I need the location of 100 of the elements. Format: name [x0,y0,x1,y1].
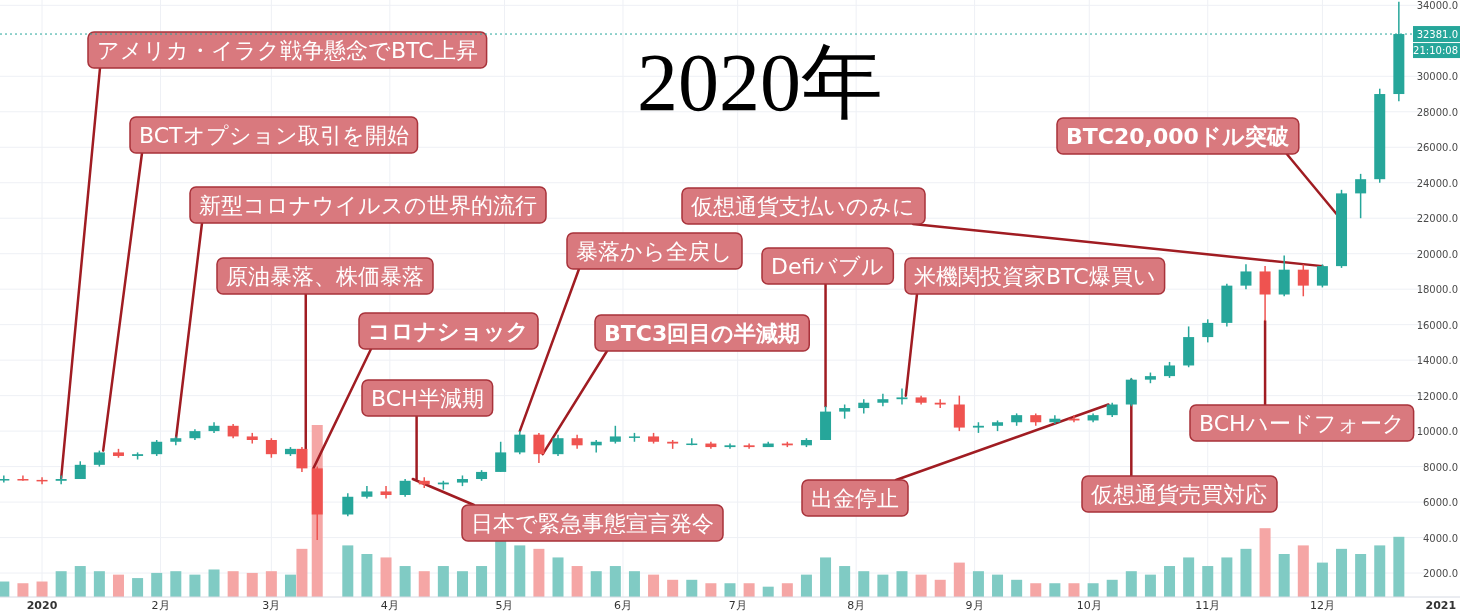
bar [1393,536,1405,597]
x-tick-label: 7月 [728,599,747,612]
candlestick [552,433,564,457]
candlestick [296,446,308,473]
bar [476,566,488,597]
candlestick [495,441,507,473]
bar [437,566,449,597]
y-tick-label: 34000.0 [1416,0,1458,12]
x-tick-label: 4月 [380,599,399,612]
bar [1183,557,1195,597]
bar [533,548,545,597]
bar [724,583,736,597]
bar [1049,583,1061,597]
annotation: BCHハードフォーク [1199,411,1405,436]
bar [571,566,583,597]
bar [667,579,679,597]
annotation: 新型コロナウイルスの世界的流行 [199,193,537,218]
x-tick-label: 2021 [1425,599,1457,612]
candlestick [1355,173,1367,219]
bar [418,571,430,597]
bar [189,574,201,597]
bar [858,571,870,597]
bar [1259,528,1271,597]
bar [1202,566,1214,597]
bar [896,571,908,597]
annotation: BCH半減期 [371,386,484,411]
annotation: アメリカ・イラク戦争懸念でBTC上昇 [97,38,478,63]
bar [1125,571,1137,597]
bar [590,571,602,597]
bar [514,545,526,597]
y-tick-label: 26000.0 [1416,142,1458,154]
x-tick-label: 2月 [151,599,170,612]
candlestick [1202,318,1214,344]
bar [1221,557,1233,597]
y-tick-label: 2000.0 [1423,568,1458,580]
x-tick-label: 10月 [1076,599,1102,612]
candlestick [1240,263,1252,290]
candlestick [342,492,354,518]
bar [1374,545,1386,597]
bar [839,566,851,597]
candlestick [1259,265,1271,322]
bar [495,540,507,597]
y-tick-label: 30000.0 [1416,71,1458,83]
bar [1278,554,1290,597]
candlestick [533,432,545,464]
bar [686,579,698,597]
bar [1030,583,1042,597]
bar [609,566,621,597]
candlestick [934,398,946,409]
bar [1144,574,1156,597]
bar [227,571,239,597]
bar [820,557,832,597]
candlestick [0,474,10,484]
annotation: 出金停止 [811,486,899,511]
bar [705,583,717,597]
y-tick-label: 20000.0 [1416,248,1458,260]
y-tick-label: 4000.0 [1423,532,1458,544]
x-tick-label: 11月 [1195,599,1221,612]
ref-line-label: 32381.0 [1416,29,1458,41]
x-tick-label: 2020 [26,599,58,612]
bar [1087,583,1099,597]
bar [552,557,564,597]
bar [296,548,308,597]
annotation: BTC3回目の半減期 [604,321,801,346]
candlestick [380,485,392,500]
bar [743,583,755,597]
candlestick [265,437,277,459]
y-tick-label: 24000.0 [1416,177,1458,189]
bar [342,545,354,597]
bar [1355,554,1367,597]
annotation: 日本で緊急事態宣言発令 [471,511,714,536]
bar [972,571,984,597]
bar [800,574,812,597]
candlestick [896,387,908,406]
bar [456,571,468,597]
bar [151,572,163,597]
y-tick-label: 8000.0 [1423,461,1458,473]
bar [74,566,86,597]
annotation: 米機関投資家BTC爆買い [914,264,1156,289]
annotation: 仮想通貨売買対応 [1090,482,1267,507]
x-tick-label: 6月 [613,599,632,612]
annotation: Defiバブル [771,254,885,279]
bar [284,574,296,597]
bar [112,574,124,597]
annotation: 21:10:08 [1413,45,1458,57]
bar [992,574,1004,597]
x-tick-label: 3月 [262,599,281,612]
bar [953,562,965,597]
candlestick [1316,263,1328,289]
x-tick-label: 5月 [495,599,514,612]
annotation: BTC20,000ドル突破 [1066,124,1290,149]
bar [648,574,660,597]
x-tick-label: 9月 [965,599,984,612]
y-tick-label: 22000.0 [1416,213,1458,225]
bar [93,571,105,597]
y-tick-label: 10000.0 [1416,426,1458,438]
bar [1240,548,1252,597]
bar [361,554,373,597]
bar [265,571,277,597]
annotation: コロナショック [368,319,529,344]
